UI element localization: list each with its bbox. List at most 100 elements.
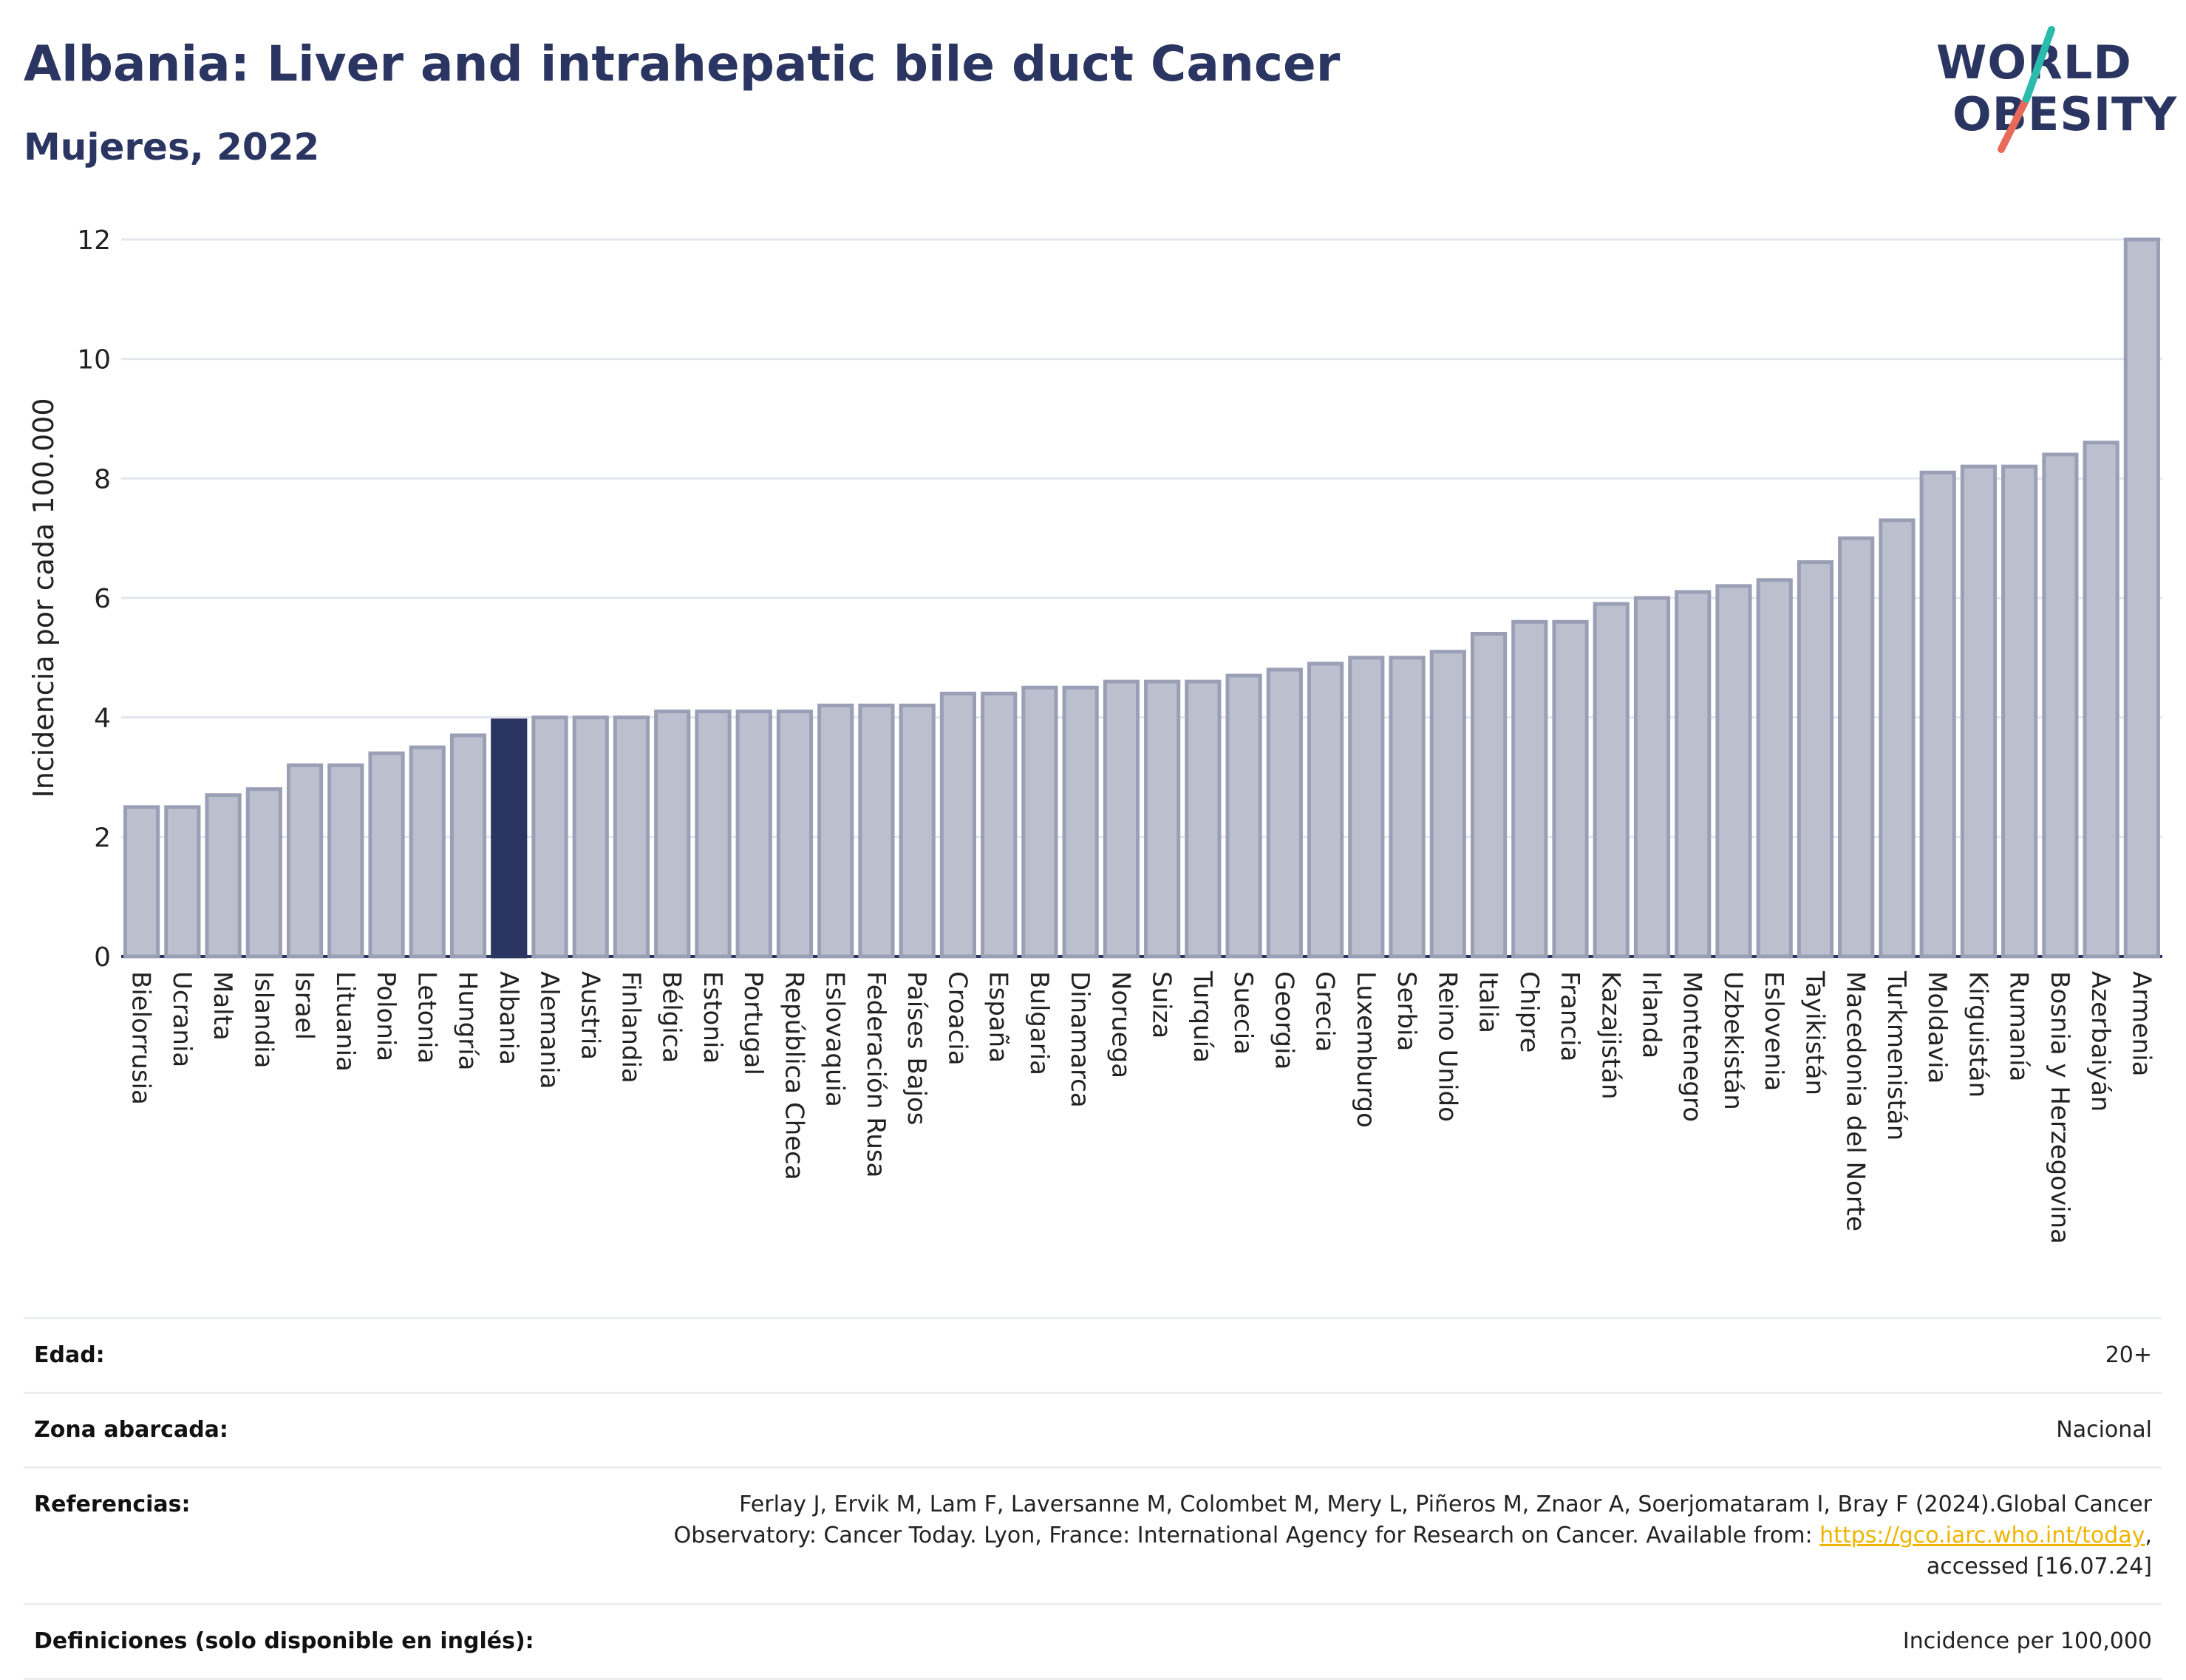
x-tick-label: Chipre <box>1514 971 1544 1052</box>
bar-lituania[interactable] <box>327 763 364 959</box>
x-tick-label: República Checa <box>779 971 808 1180</box>
bar-dinamarca[interactable] <box>1062 685 1099 959</box>
x-tick-label: Irlanda <box>1637 971 1666 1058</box>
x-tick-label: Eslovaquia <box>820 971 850 1107</box>
x-tick-label: Hungría <box>453 971 483 1071</box>
x-tick-label: Serbia <box>1392 971 1421 1051</box>
x-tick-label: Tayikistán <box>1799 970 1829 1095</box>
bar-bélgica[interactable] <box>654 710 691 959</box>
bar-ucrania[interactable] <box>164 805 201 959</box>
bar-serbia[interactable] <box>1389 656 1426 959</box>
x-tick-label: Países Bajos <box>902 971 931 1126</box>
x-tick-label: Estonia <box>698 971 727 1064</box>
bar-turkmenistán[interactable] <box>1879 518 1916 959</box>
bar-bulgaria[interactable] <box>1021 685 1058 959</box>
bar-españa[interactable] <box>981 691 1018 959</box>
bar-eslovaquia[interactable] <box>817 704 854 959</box>
bar-montenegro[interactable] <box>1675 590 1712 959</box>
x-tick-label: Rumanía <box>2004 971 2034 1081</box>
bar-polonia[interactable] <box>368 751 405 959</box>
x-tick-label: Noruega <box>1106 971 1135 1078</box>
bar-francia[interactable] <box>1552 619 1589 959</box>
bar-chipre[interactable] <box>1511 619 1548 959</box>
bar-moldavia[interactable] <box>1919 470 1956 959</box>
bar-croacia[interactable] <box>939 691 977 959</box>
bar-luxemburgo[interactable] <box>1348 656 1385 959</box>
x-tick-label: Luxemburgo <box>1351 971 1380 1128</box>
x-tick-label: Croacia <box>942 971 972 1066</box>
x-tick-label: Polonia <box>371 971 401 1061</box>
x-tick-label: Israel <box>290 971 319 1040</box>
x-tick-label: Azerbaiyán <box>2085 971 2115 1112</box>
x-tick-label: Bélgica <box>657 971 687 1063</box>
bars <box>123 237 2160 959</box>
x-tick-label: Turquía <box>1188 970 1217 1063</box>
page-subtitle: Mujeres, 2022 <box>24 126 320 169</box>
x-tick-label: Macedonia del Norte <box>1841 971 1870 1231</box>
bar-federación-rusa[interactable] <box>858 704 895 959</box>
bar-macedonia-del-norte[interactable] <box>1838 536 1875 959</box>
bar-hungría[interactable] <box>449 733 487 959</box>
bar-estonia[interactable] <box>695 710 732 959</box>
bar-países-bajos[interactable] <box>899 704 936 959</box>
bar-armenia[interactable] <box>2123 237 2160 959</box>
bar-noruega[interactable] <box>1103 679 1140 959</box>
bar-reino-unido[interactable] <box>1429 650 1466 959</box>
x-tick-label: Bielorrusia <box>126 971 156 1105</box>
x-tick-label: Uzbekistán <box>1718 971 1748 1110</box>
references-line2: Observatory: Cancer Today. Lyon, France:… <box>673 1523 1820 1548</box>
references-link[interactable]: https://gco.iarc.who.int/today <box>1819 1523 2145 1548</box>
x-tick-label: Suecia <box>1228 971 1258 1055</box>
references-label: Referencias: <box>34 1492 191 1517</box>
bar-rumanía[interactable] <box>2001 464 2038 959</box>
y-axis-ticks: 0 2 4 6 8 10 12 <box>77 225 111 973</box>
x-tick-label: Francia <box>1555 971 1584 1061</box>
bar-alemania[interactable] <box>531 715 568 959</box>
y-tick-label: 2 <box>94 823 111 853</box>
page-title: Albania: Liver and intrahepatic bile duc… <box>24 35 1341 92</box>
info-row-definitions: Definiciones (solo disponible en inglés)… <box>24 1603 2162 1680</box>
x-tick-label: Albania <box>494 971 523 1065</box>
bar-kirguistán[interactable] <box>1960 464 1998 959</box>
bar-irlanda[interactable] <box>1633 596 1671 959</box>
world-obesity-logo[interactable]: WORLD OBESITY <box>1921 22 2176 155</box>
x-tick-label: Alemania <box>534 971 564 1089</box>
bar-suiza[interactable] <box>1144 679 1181 959</box>
bar-albania[interactable] <box>491 718 528 959</box>
y-tick-label: 6 <box>94 584 111 614</box>
bar-italia[interactable] <box>1470 632 1508 959</box>
bar-eslovenia[interactable] <box>1756 578 1793 959</box>
y-axis-label: Incidencia por cada 100.000 <box>27 398 60 798</box>
bar-israel[interactable] <box>286 763 324 959</box>
bar-república-checa[interactable] <box>776 710 814 959</box>
x-tick-label: Armenia <box>2126 971 2156 1077</box>
y-tick-label: 4 <box>94 704 111 734</box>
area-label: Zona abarcada: <box>34 1417 228 1443</box>
bar-portugal[interactable] <box>735 710 772 959</box>
bar-finlandia[interactable] <box>613 715 650 959</box>
bar-suecia[interactable] <box>1225 673 1262 959</box>
bar-kazajistán[interactable] <box>1593 602 1630 959</box>
logo-text-line2: OBESITY <box>1952 87 2178 141</box>
bar-malta[interactable] <box>205 793 242 959</box>
x-tick-label: Finlandia <box>616 971 646 1084</box>
bar-bosnia-y-herzegovina[interactable] <box>2042 452 2079 959</box>
references-value: Ferlay J, Ervik M, Lam F, Laversanne M, … <box>674 1489 2152 1582</box>
bar-austria[interactable] <box>572 715 609 959</box>
bar-georgia[interactable] <box>1266 667 1303 959</box>
definitions-label: Definiciones (solo disponible en inglés)… <box>34 1628 534 1654</box>
x-tick-label: Islandia <box>248 971 278 1068</box>
bar-uzbekistán[interactable] <box>1715 584 1752 959</box>
bar-grecia[interactable] <box>1307 662 1344 959</box>
x-tick-label: Eslovenia <box>1759 971 1788 1091</box>
bar-azerbaiyán[interactable] <box>2083 441 2119 959</box>
bar-letonia[interactable] <box>409 745 446 959</box>
references-line1: Ferlay J, Ervik M, Lam F, Laversanne M, … <box>739 1492 2152 1517</box>
bar-tayikistán[interactable] <box>1797 560 1834 959</box>
bar-bielorrusia[interactable] <box>123 805 160 959</box>
bar-turquía[interactable] <box>1185 679 1222 959</box>
bar-islandia[interactable] <box>245 787 282 959</box>
y-tick-label: 0 <box>94 942 111 973</box>
references-line2-end: , <box>2145 1523 2152 1548</box>
area-value: Nacional <box>2056 1417 2152 1443</box>
